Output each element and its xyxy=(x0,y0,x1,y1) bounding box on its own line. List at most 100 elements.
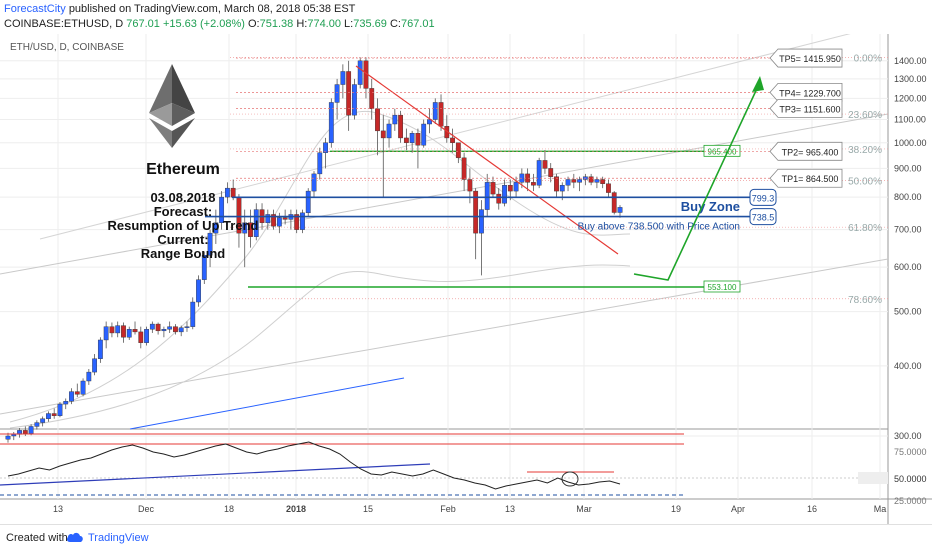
candle-body xyxy=(334,84,340,103)
price-tick: 700.00 xyxy=(894,225,922,235)
price-chart[interactable]: 300.00 400.00 500.00 600.00 700.00 800.00 900.… xyxy=(0,34,932,524)
candle-body xyxy=(421,123,427,146)
candle-body xyxy=(571,179,577,183)
candle-body xyxy=(305,190,311,214)
green-level-label: 553.100 xyxy=(708,283,737,292)
candle-body xyxy=(161,329,167,332)
fib-label: 78.60% xyxy=(848,295,882,306)
low-label: L: xyxy=(344,18,354,30)
price-axis: 300.00 400.00 500.00 600.00 700.00 800.00 900.… xyxy=(894,56,927,441)
price-change: +15.63 (+2.08%) xyxy=(162,18,245,30)
tp-label: TP3= 1151.600 xyxy=(779,104,840,114)
osc-tick-25: 25.0000 xyxy=(894,496,927,506)
candle-body xyxy=(450,137,455,143)
annotation-date: 03.08.2018 xyxy=(150,190,215,205)
time-tick: 15 xyxy=(363,504,373,514)
candle-body xyxy=(173,326,178,333)
candle-body xyxy=(403,137,409,143)
zone-value-box xyxy=(749,208,777,226)
buy-zone-label: Buy Zone xyxy=(681,199,740,214)
candles xyxy=(5,57,623,443)
candle-body xyxy=(507,185,513,192)
symbol-label: COINBASE:ETHUSD, D xyxy=(4,18,124,30)
candle-body xyxy=(92,358,98,373)
zone-value-box xyxy=(749,188,777,206)
candle-body xyxy=(352,84,357,116)
channel-upper-line xyxy=(39,34,851,240)
forecast-path xyxy=(633,81,761,281)
time-tick: Dec xyxy=(138,504,155,514)
ohlc-line: COINBASE:ETHUSD, D 767.01 +15.63 (+2.08%… xyxy=(4,18,435,30)
price-tick: 300.00 xyxy=(894,431,922,441)
ethereum-logo xyxy=(149,64,195,148)
candle-body xyxy=(392,114,398,125)
candle-body xyxy=(224,187,230,198)
oscillator-line xyxy=(7,441,621,490)
candle-body xyxy=(479,209,484,234)
candle-body xyxy=(144,329,149,343)
candle-body xyxy=(328,102,334,143)
time-tick: Ma xyxy=(874,504,887,514)
fib-label: 0.00% xyxy=(854,53,882,64)
candle-body xyxy=(617,207,623,213)
candle-body xyxy=(40,418,46,423)
fib-label: 50.00% xyxy=(848,176,882,187)
high-value: 774.00 xyxy=(307,18,341,30)
target-labels: TP5= 1415.950 TP4= 1229.700 TP3= 1151.600 T… xyxy=(236,48,843,188)
green-level-box xyxy=(703,144,741,157)
candle-body xyxy=(80,380,86,395)
candle-body xyxy=(69,391,74,402)
tp-label: TP2= 965.400 xyxy=(782,147,839,157)
candle-body xyxy=(427,119,432,125)
publisher-name[interactable]: ForecastCity xyxy=(4,3,66,15)
candle-body xyxy=(34,422,40,427)
candle-body xyxy=(577,179,582,183)
osc-tick-50: 50.0000 xyxy=(894,474,927,484)
candle-body xyxy=(265,214,271,223)
candle-body xyxy=(253,209,259,237)
candle-body xyxy=(565,179,571,186)
tp-callout-box xyxy=(769,48,843,68)
downtrend-line xyxy=(355,65,619,255)
tp-label: TP1= 864.500 xyxy=(782,174,839,184)
candle-body xyxy=(103,326,109,341)
zone-value-label: 738.5 xyxy=(752,213,775,223)
long-trend-line xyxy=(129,377,405,430)
open-label: O: xyxy=(247,18,260,30)
candle-body xyxy=(530,182,536,186)
time-tick: 2018 xyxy=(286,504,306,514)
candle-body xyxy=(513,182,519,192)
candle-body xyxy=(461,157,467,180)
candle-body xyxy=(600,179,606,184)
osc-tick-75: 75.0000 xyxy=(894,447,927,457)
candle-body xyxy=(438,102,444,127)
tradingview-brand[interactable]: TradingView xyxy=(88,532,149,544)
candle-body xyxy=(126,329,132,338)
candle-body xyxy=(51,413,57,416)
candle-body xyxy=(97,339,103,359)
candle-body xyxy=(323,142,328,153)
fib-label: 61.80% xyxy=(848,223,882,234)
channel-middle-line xyxy=(0,113,889,275)
annotation-title: Ethereum xyxy=(146,161,220,178)
tradingview-cloud-icon xyxy=(66,532,83,542)
annotation-line1: Forecast: xyxy=(154,204,213,219)
candle-body xyxy=(207,232,213,256)
candle-body xyxy=(346,71,352,116)
candle-body xyxy=(588,176,594,183)
chart-header: ForecastCity published on TradingView.co… xyxy=(0,0,932,34)
price-tick: 400.00 xyxy=(894,361,922,371)
annotation-line2: Resumption of Up Trend xyxy=(108,218,259,233)
candle-body xyxy=(22,430,28,434)
price-tick: 1400.00 xyxy=(894,56,927,66)
tp-callout-box xyxy=(769,82,843,102)
price-tick: 800.00 xyxy=(894,192,922,202)
candle-body xyxy=(502,185,507,204)
candle-body xyxy=(178,327,184,333)
time-tick: 16 xyxy=(807,504,817,514)
candle-body xyxy=(554,176,559,192)
time-tick: 18 xyxy=(224,504,234,514)
candle-body xyxy=(271,214,276,227)
candle-body xyxy=(415,133,421,146)
tp-label: TP4= 1229.700 xyxy=(779,88,841,98)
